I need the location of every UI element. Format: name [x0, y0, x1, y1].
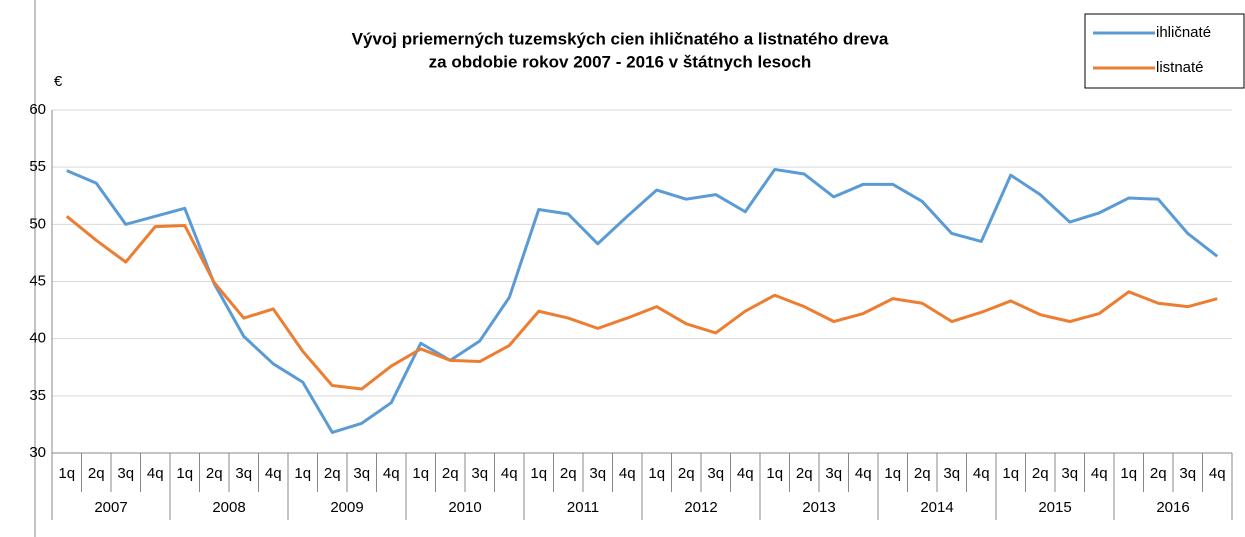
x-tick-label: 1q: [884, 465, 901, 482]
x-tick-label: 4q: [265, 465, 282, 482]
y-tick-label: 45: [29, 272, 46, 289]
x-tick-label: 3q: [943, 465, 960, 482]
x-tick-label: 2q: [324, 465, 341, 482]
legend: [1084, 13, 1245, 89]
x-tick-label: 4q: [383, 465, 400, 482]
x-tick-label: 3q: [353, 465, 370, 482]
chart-title: za obdobie rokov 2007 - 2016 v štátnych …: [429, 52, 812, 71]
x-tick-label: 4q: [501, 465, 518, 482]
chart-title: Vývoj priemerných tuzemských cien ihličn…: [352, 29, 889, 48]
x-tick-label: 3q: [1061, 465, 1078, 482]
x-tick-label: 1q: [176, 465, 193, 482]
x-tick-label: 3q: [589, 465, 606, 482]
y-tick-label: 55: [29, 158, 46, 175]
x-tick-label: 3q: [235, 465, 252, 482]
x-tick-label: 3q: [1179, 465, 1196, 482]
y-axis-label: €: [54, 73, 63, 90]
y-tick-label: 40: [29, 330, 46, 347]
x-tick-label: 1q: [1002, 465, 1019, 482]
x-tick-label: 2q: [1150, 465, 1167, 482]
year-label: 2014: [920, 499, 953, 516]
x-tick-label: 1q: [766, 465, 783, 482]
x-tick-label: 1q: [294, 465, 311, 482]
x-tick-label: 2q: [1032, 465, 1049, 482]
x-tick-label: 4q: [1209, 465, 1226, 482]
x-tick-label: 2q: [678, 465, 695, 482]
series-line: [66, 167, 1219, 434]
x-tick-label: 1q: [1120, 465, 1137, 482]
y-tick-label: 50: [29, 215, 46, 232]
x-tick-label: 4q: [855, 465, 872, 482]
year-label: 2015: [1038, 499, 1071, 516]
x-tick-label: 1q: [648, 465, 665, 482]
legend-label: listnaté: [1156, 59, 1204, 76]
year-label: 2009: [330, 499, 363, 516]
x-tick-label: 2q: [914, 465, 931, 482]
x-tick-label: 3q: [471, 465, 488, 482]
x-tick-label: 3q: [117, 465, 134, 482]
x-tick-label: 4q: [1091, 465, 1108, 482]
legend-label: ihličnaté: [1156, 24, 1211, 41]
year-label: 2016: [1156, 499, 1189, 516]
year-label: 2010: [448, 499, 481, 516]
x-tick-label: 2q: [88, 465, 105, 482]
y-tick-label: 30: [29, 444, 46, 461]
x-tick-label: 3q: [825, 465, 842, 482]
series-line: [65, 215, 1218, 391]
x-tick-label: 2q: [442, 465, 459, 482]
year-label: 2013: [802, 499, 835, 516]
x-tick-label: 4q: [973, 465, 990, 482]
year-label: 2007: [94, 499, 127, 516]
year-label: 2012: [684, 499, 717, 516]
x-tick-label: 3q: [707, 465, 724, 482]
y-tick-label: 60: [29, 101, 46, 118]
year-label: 2011: [567, 499, 599, 516]
x-tick-label: 4q: [619, 465, 636, 482]
x-tick-label: 4q: [737, 465, 754, 482]
y-tick-label: 35: [29, 387, 46, 404]
x-tick-label: 1q: [58, 465, 75, 482]
x-tick-label: 2q: [796, 465, 813, 482]
x-tick-label: 2q: [206, 465, 223, 482]
x-tick-label: 2q: [560, 465, 577, 482]
x-tick-label: 1q: [530, 465, 547, 482]
year-label: 2008: [212, 499, 245, 516]
x-tick-label: 4q: [147, 465, 164, 482]
x-tick-label: 1q: [412, 465, 429, 482]
